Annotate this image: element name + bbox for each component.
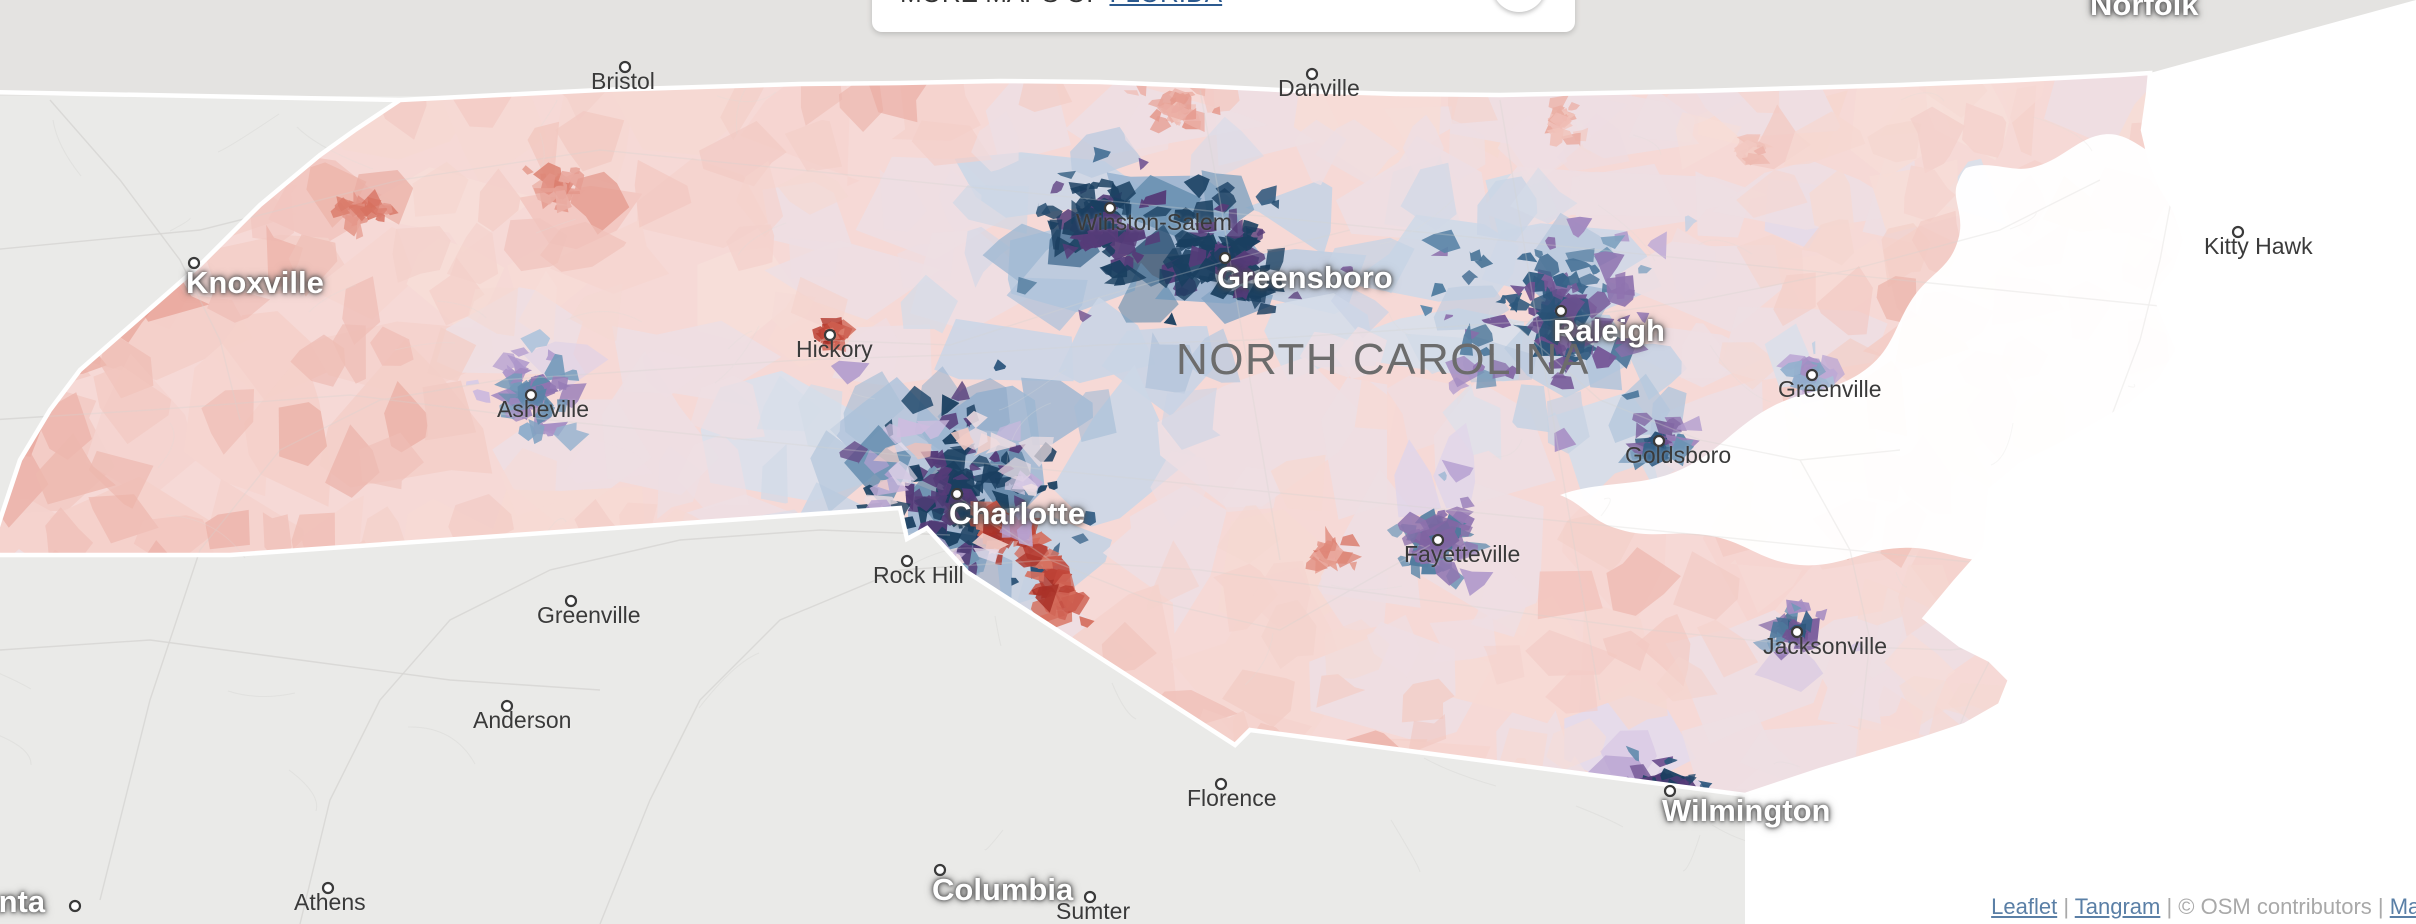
svg-text:NORTH CAROLINA: NORTH CAROLINA — [1176, 335, 1590, 384]
